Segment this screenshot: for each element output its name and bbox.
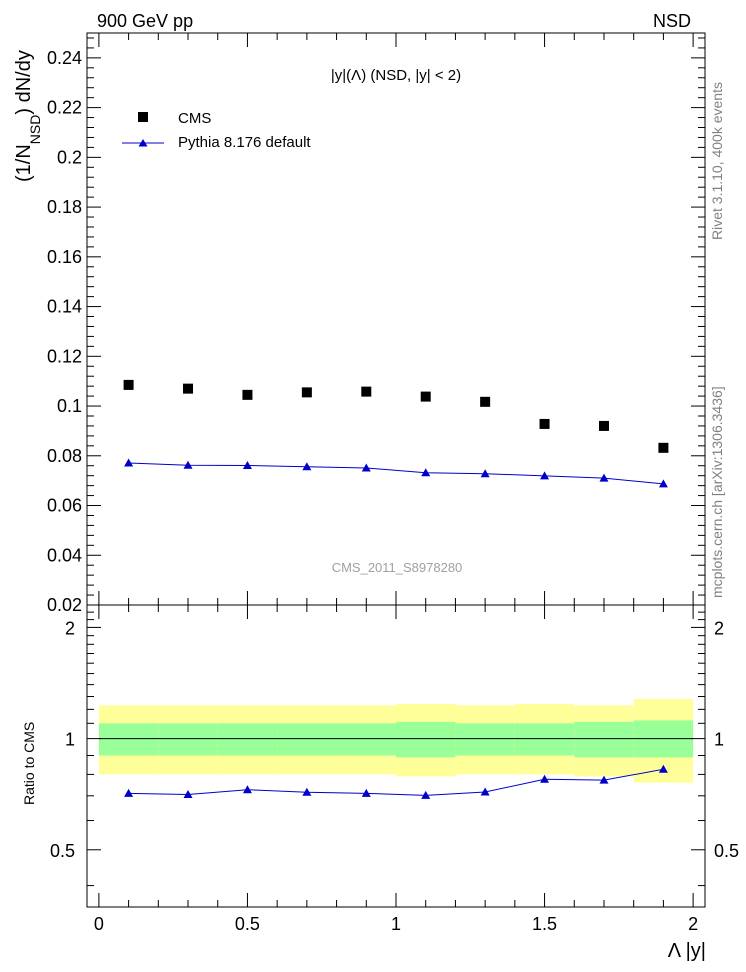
y-title-sub: NSD	[27, 115, 43, 145]
ratio-y-axis-title: Ratio to CMS	[21, 722, 37, 805]
main-y-tick-label: 0.12	[47, 346, 82, 366]
main-y-tick-label: 0.08	[47, 446, 82, 466]
ratio-pythia-point	[599, 775, 609, 784]
main-y-tick-label: 0.16	[47, 247, 82, 267]
legend-cms-label: CMS	[178, 110, 211, 127]
main-y-tick-label: 0.02	[47, 595, 82, 615]
main-y-tick-label: 0.22	[47, 98, 82, 118]
ratio-y-tick-label-left: 0.5	[50, 841, 75, 861]
ratio-y-tick-label-right: 1	[714, 730, 724, 750]
cms-data-point	[480, 396, 491, 407]
legend: CMS Pythia 8.176 default	[122, 110, 311, 151]
pythia-data-point	[480, 469, 490, 478]
ratio-y-tick-label-left: 1	[65, 730, 75, 750]
ratio-pythia-point	[361, 788, 371, 797]
main-y-tick-label: 0.18	[47, 197, 82, 217]
x-tick-label: 1.5	[532, 914, 557, 934]
ratio-pythia-line	[128, 768, 664, 796]
cms-data-point	[301, 387, 312, 398]
ratio-pythia-point	[540, 774, 550, 783]
header-left: 900 GeV pp	[97, 11, 193, 31]
ratio-axes: 0.5 0.5 1 1 2 2 0 0.5 1 1.5 2	[50, 604, 739, 934]
x-axis-title: Λ |y|	[668, 940, 706, 962]
ratio-panel: 0.5 0.5 1 1 2 2 0 0.5 1 1.5 2 Ratio to CMS Λ |y|	[21, 604, 739, 962]
main-marks	[123, 379, 669, 488]
cms-data-point	[123, 379, 134, 390]
cms-data-point	[361, 386, 372, 397]
x-tick-label: 1	[391, 914, 401, 934]
header-right: NSD	[653, 11, 691, 31]
pythia-data-point	[242, 460, 252, 469]
legend-pythia-label: Pythia 8.176 default	[178, 134, 311, 151]
legend-cms-marker	[138, 112, 148, 122]
ratio-pythia-point	[183, 789, 193, 798]
x-tick-label: 0	[94, 914, 104, 934]
x-tick-label: 2	[688, 914, 698, 934]
ratio-pythia-point	[658, 764, 668, 773]
ratio-pythia-point	[480, 787, 490, 796]
pythia-data-point	[540, 471, 550, 480]
ratio-y-tick-label-right: 2	[714, 618, 724, 638]
ratio-inner-band	[396, 721, 456, 758]
legend-pythia-marker	[138, 139, 148, 147]
main-title: |y|(Λ) (NSD, |y| < 2)	[331, 67, 461, 84]
main-y-tick-label: 0.06	[47, 496, 82, 516]
pythia-data-point	[361, 463, 371, 472]
cms-data-point	[598, 420, 609, 431]
ratio-inner-band	[158, 723, 218, 756]
pythia-data-point	[421, 468, 431, 477]
ratio-pythia-point	[421, 790, 431, 799]
pythia-data-point	[658, 479, 668, 488]
ratio-pythia-point	[242, 785, 252, 794]
y-title-tail: ) dN/dy	[13, 50, 35, 114]
cms-data-point	[420, 391, 431, 402]
rivet-label: Rivet 3.1.10, 400k events	[709, 82, 725, 240]
ratio-bands	[98, 699, 694, 783]
main-y-tick-label: 0.2	[57, 147, 82, 167]
cms-data-point	[539, 418, 550, 429]
cms-data-point	[658, 442, 669, 453]
pythia-data-point	[183, 460, 193, 469]
main-panel: 0.02 0.04 0.06 0.08 0.1 0.12 0.14 0.16 0.18 0.2 0.…	[13, 32, 706, 615]
ratio-y-tick-label-right: 0.5	[714, 841, 739, 861]
y-title-main: (1/N	[13, 144, 35, 182]
ratio-pythia-point	[302, 787, 312, 796]
ratio-inner-band	[574, 721, 634, 758]
ratio-y-tick-label-left: 2	[65, 618, 75, 638]
ratio-inner-band	[217, 723, 278, 756]
pythia-line	[128, 462, 664, 485]
cms-data-point	[183, 383, 194, 394]
ratio-inner-band	[336, 723, 396, 756]
main-y-tick-label: 0.04	[47, 545, 82, 565]
ratio-inner-band	[98, 723, 159, 756]
ratio-inner-band	[514, 723, 575, 756]
pythia-data-point	[599, 473, 609, 482]
cms-data-point	[242, 389, 253, 400]
mcplots-label: mcplots.cern.ch [arXiv:1306.3436]	[709, 386, 725, 598]
ratio-inner-band	[455, 723, 515, 756]
pythia-data-point	[124, 458, 134, 467]
ratio-inner-band	[277, 723, 337, 756]
x-tick-label: 0.5	[235, 914, 260, 934]
watermark: CMS_2011_S8978280	[332, 560, 463, 575]
pythia-data-point	[302, 462, 312, 471]
main-y-tick-label: 0.14	[47, 297, 82, 317]
main-y-tick-label: 0.24	[47, 48, 82, 68]
ratio-marks	[124, 764, 668, 799]
main-y-tick-label: 0.1	[57, 396, 82, 416]
ratio-pythia-point	[124, 788, 134, 797]
main-y-axis-title: (1/NNSD) dN/dy	[13, 50, 43, 182]
